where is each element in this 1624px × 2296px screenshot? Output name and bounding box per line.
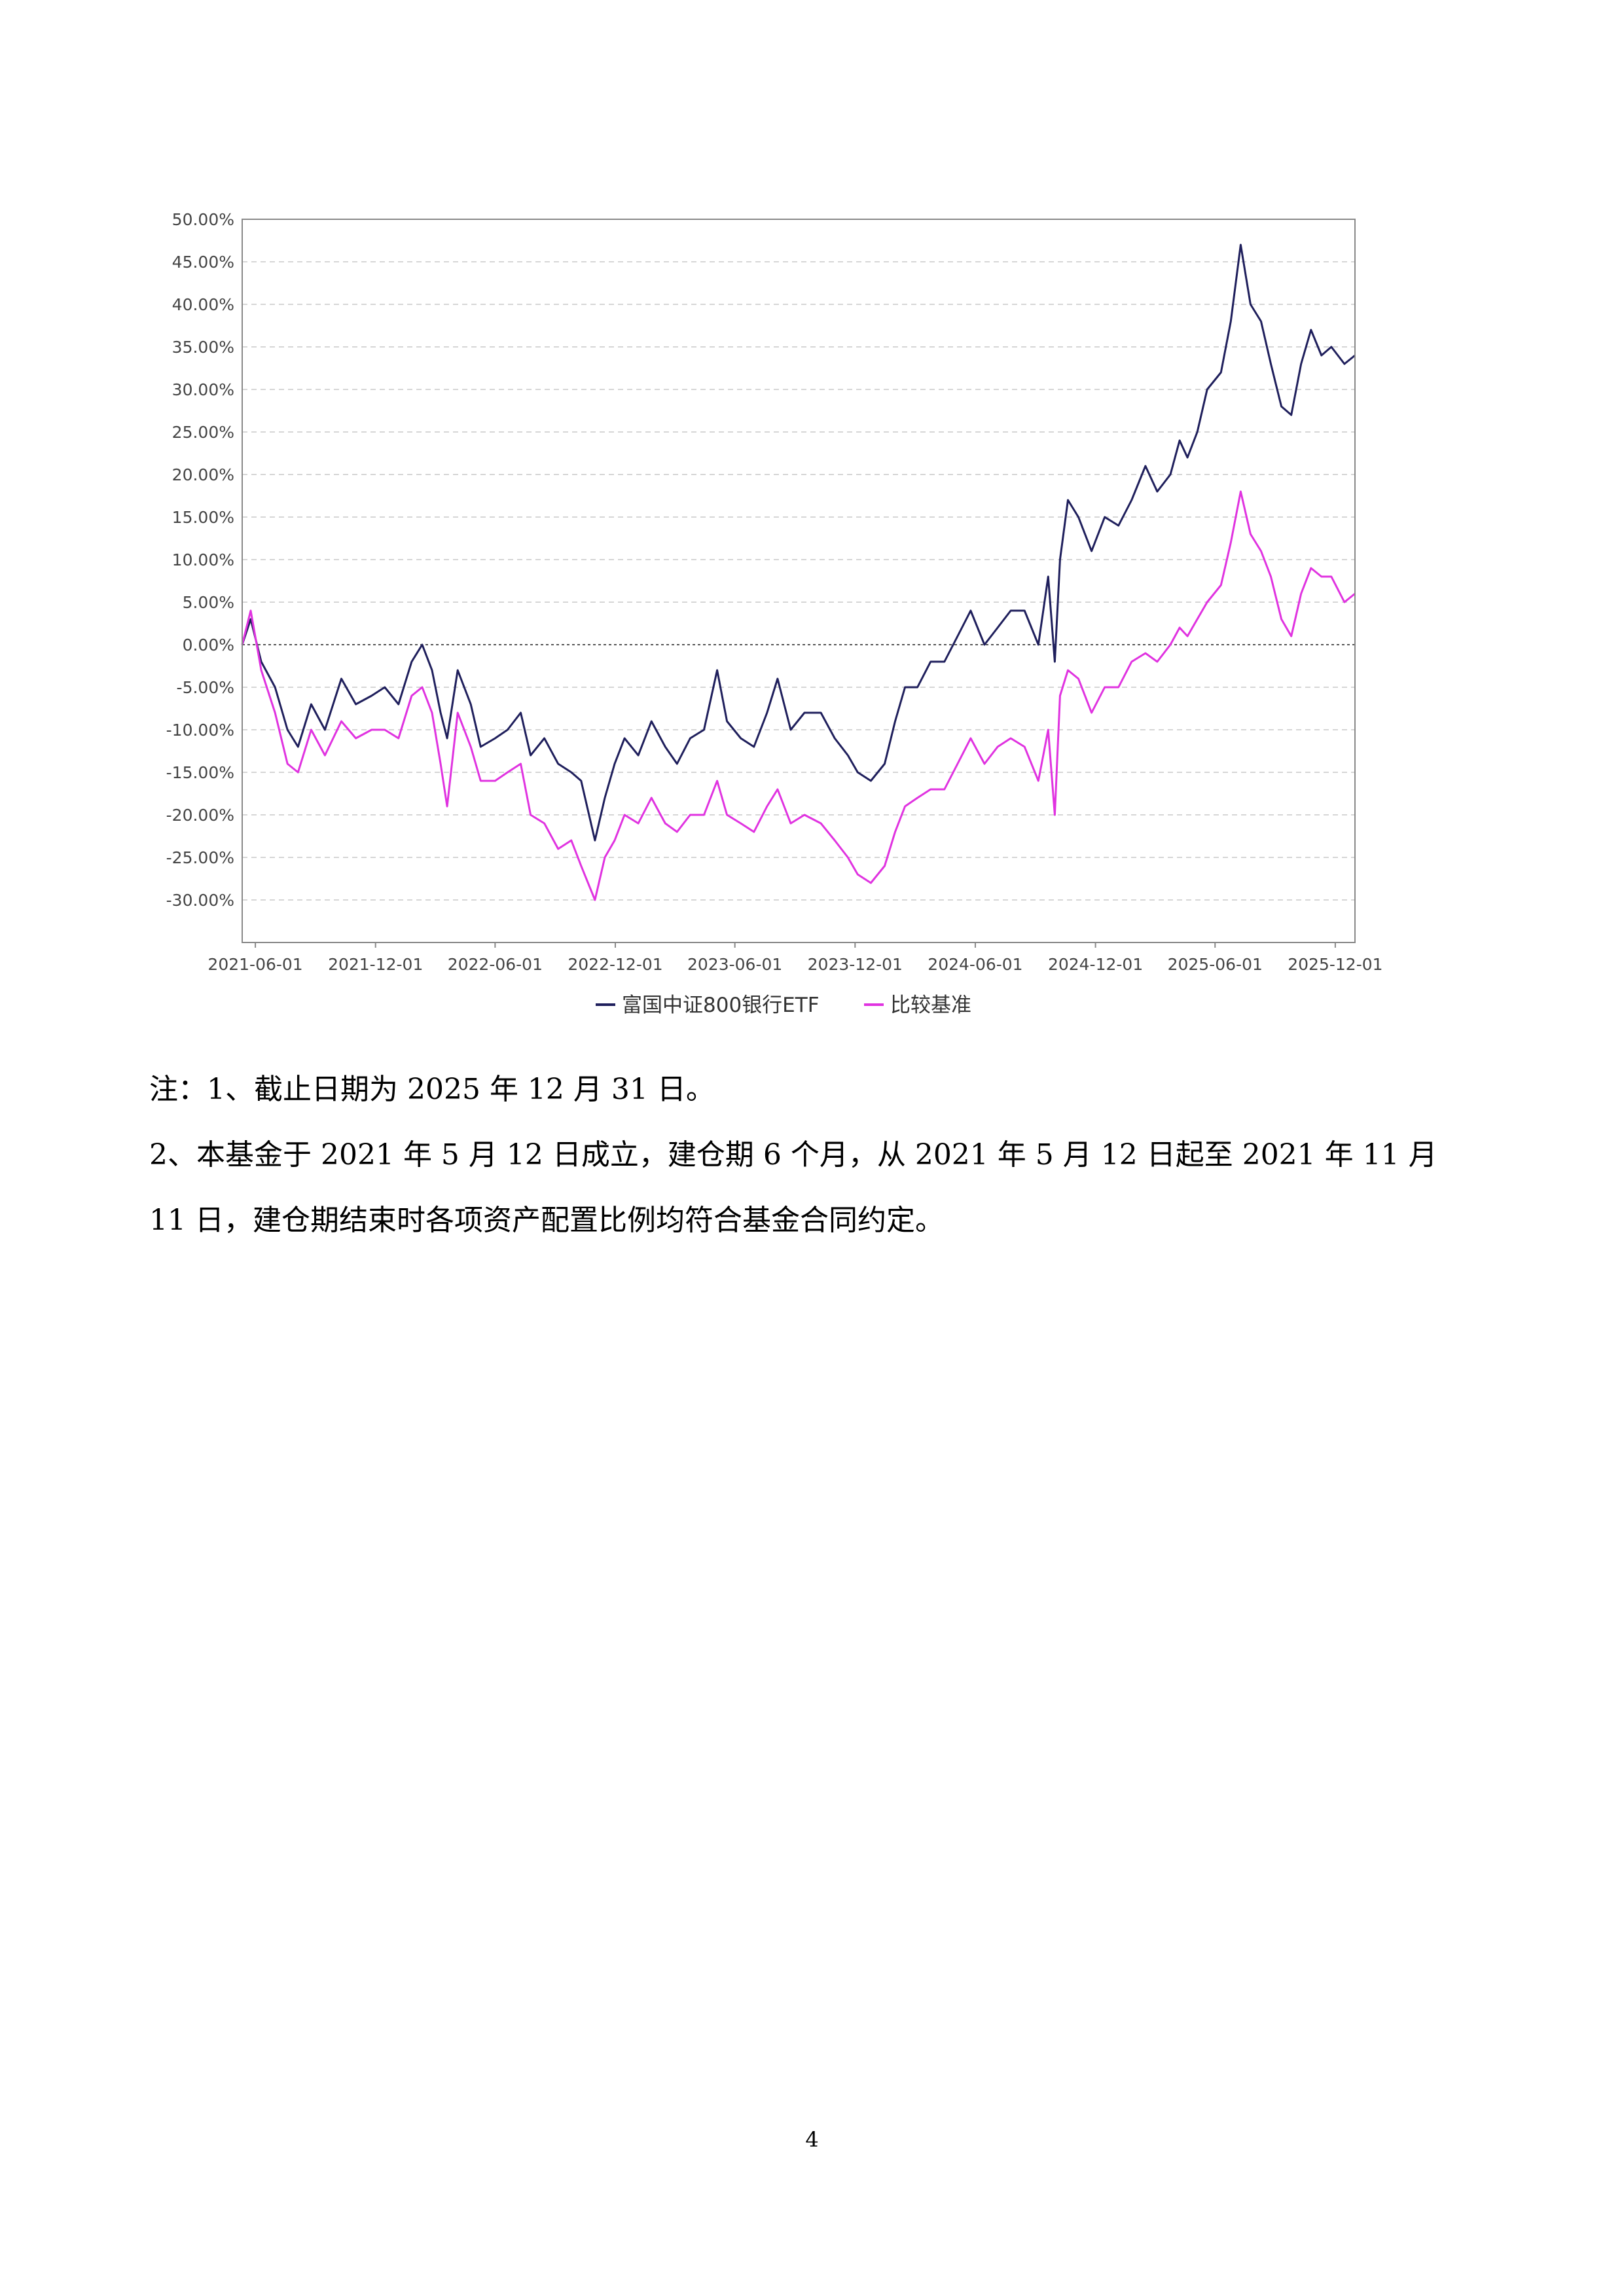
fund-line: [241, 243, 1356, 842]
y-tick-label: 45.00%: [172, 253, 234, 272]
plot-frame: [242, 219, 1356, 943]
series-lines: [241, 243, 1356, 901]
x-tick-label: 2024-06-01: [928, 955, 1022, 974]
y-axis: 50.00% 45.00% 40.00% 35.00% 30.00% 25.00% 20.0…: [166, 210, 234, 910]
x-tick-label: 2025-12-01: [1288, 955, 1382, 974]
legend-label-fund: 富国中证800银行ETF: [622, 994, 820, 1017]
y-tick-label: 0.00%: [183, 636, 234, 655]
x-tick-label: 2022-06-01: [448, 955, 543, 974]
x-tick-label: 2024-12-01: [1048, 955, 1143, 974]
legend-label-benchmark: 比较基准: [890, 994, 971, 1017]
y-tick-label: 25.00%: [172, 423, 234, 442]
y-tick-label: -15.00%: [166, 763, 234, 782]
y-tick-label: -5.00%: [177, 678, 234, 697]
page-number: 4: [805, 2127, 819, 2152]
note-line-1: 注：1、截止日期为 2025 年 12 月 31 日。: [149, 1073, 715, 1106]
y-tick-label: -25.00%: [166, 848, 234, 867]
x-tick-label: 2021-12-01: [328, 955, 423, 974]
x-axis: 2021-06-01 2021-12-01 2022-06-01 2022-12-01…: [208, 942, 1383, 974]
y-tick-label: 15.00%: [172, 508, 234, 527]
x-tick-label: 2023-12-01: [808, 955, 903, 974]
y-tick-label: 5.00%: [183, 593, 234, 612]
y-tick-label: 50.00%: [172, 210, 234, 229]
x-tick-label: 2025-06-01: [1168, 955, 1263, 974]
note-line-2: 2、本基金于 2021 年 5 月 12 日成立，建仓期 6 个月，从 2021…: [149, 1138, 1437, 1172]
y-tick-label: 40.00%: [172, 295, 234, 314]
y-tick-label: 35.00%: [172, 338, 234, 357]
notes: 注：1、截止日期为 2025 年 12 月 31 日。 2、本基金于 2021 …: [149, 1057, 1491, 1253]
note-line-3: 11 日，建仓期结束时各项资产配置比例均符合基金合同约定。: [149, 1204, 944, 1237]
y-tick-label: -30.00%: [166, 891, 234, 910]
y-tick-label: 30.00%: [172, 380, 234, 399]
y-tick-label: -20.00%: [166, 806, 234, 825]
gridlines: [242, 219, 1355, 901]
y-tick-label: 10.00%: [172, 550, 234, 569]
benchmark-line: [241, 490, 1356, 901]
x-tick-label: 2023-06-01: [687, 955, 782, 974]
x-tick-label: 2021-06-01: [208, 955, 302, 974]
x-tick-label: 2022-12-01: [568, 955, 662, 974]
legend: 富国中证800银行ETF 比较基准: [596, 994, 971, 1017]
performance-chart: 50.00% 45.00% 40.00% 35.00% 30.00% 25.00% 20.0…: [166, 210, 1383, 1017]
y-tick-label: 20.00%: [172, 465, 234, 484]
y-tick-label: -10.00%: [166, 721, 234, 740]
